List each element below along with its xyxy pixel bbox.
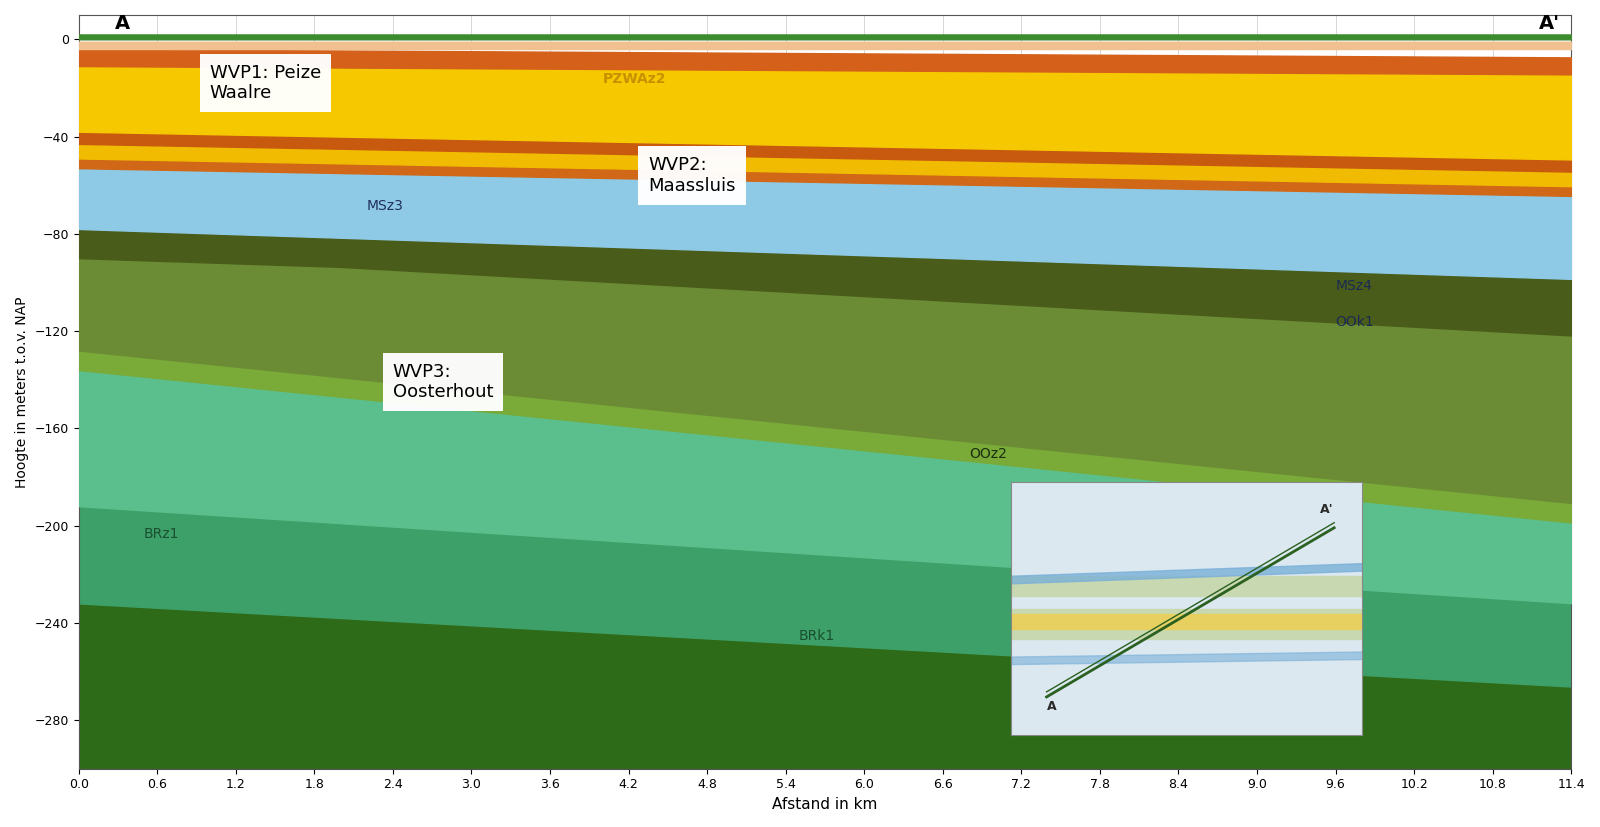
Text: BRk1: BRk1 xyxy=(798,629,835,643)
Text: OOk1: OOk1 xyxy=(1336,315,1374,329)
Text: WVP3:
Oosterhout: WVP3: Oosterhout xyxy=(394,363,493,401)
Text: PZWAz2: PZWAz2 xyxy=(602,72,666,86)
Text: OOz2: OOz2 xyxy=(970,447,1006,461)
X-axis label: Afstand in km: Afstand in km xyxy=(773,797,878,812)
Text: WVP2:
Maassluis: WVP2: Maassluis xyxy=(648,156,736,195)
Text: A': A' xyxy=(1539,14,1560,33)
Text: MSz4: MSz4 xyxy=(1336,279,1373,293)
Text: A: A xyxy=(115,14,130,33)
Text: BRz1: BRz1 xyxy=(144,527,179,541)
Text: MSz3: MSz3 xyxy=(366,198,403,213)
Text: WVP1: Peize
Waalre: WVP1: Peize Waalre xyxy=(210,64,322,103)
Y-axis label: Hoogte in meters t.o.v. NAP: Hoogte in meters t.o.v. NAP xyxy=(14,296,29,488)
